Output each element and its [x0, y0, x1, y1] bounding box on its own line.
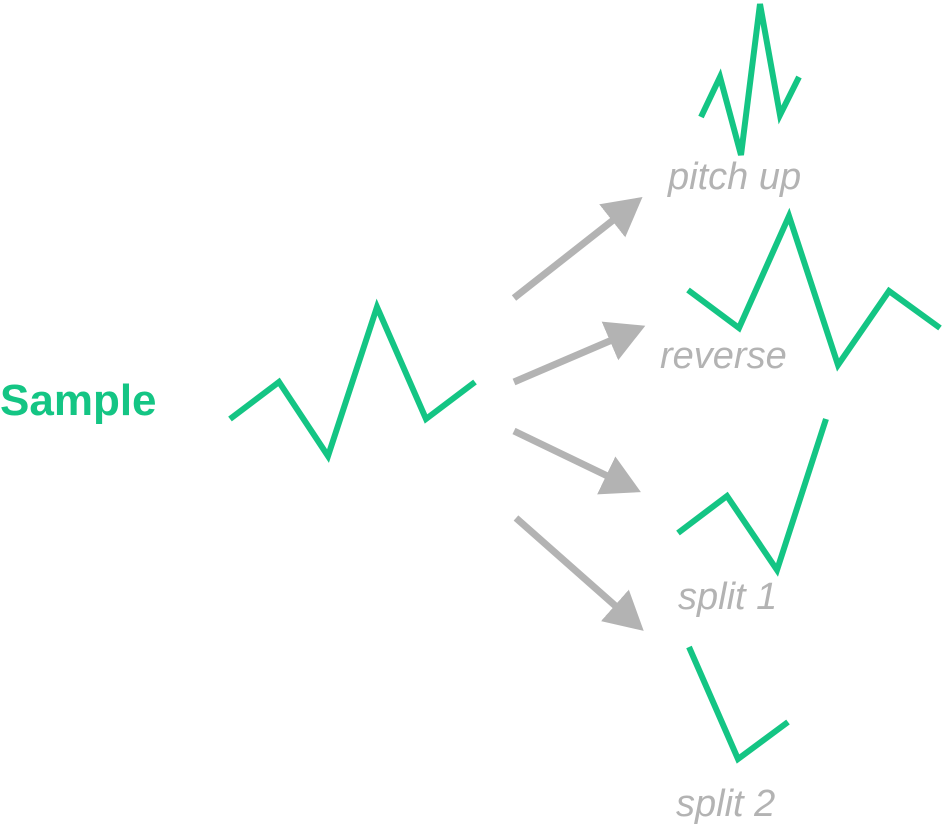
sample-waveform [228, 298, 477, 463]
split-1-waveform [676, 418, 829, 577]
split-1-label: split 1 [678, 576, 778, 618]
split-2-label: split 2 [676, 783, 776, 825]
arrow-to-split-2 [513, 515, 644, 631]
reverse-label: reverse [660, 335, 787, 377]
reverse-waveform [686, 207, 942, 372]
sample-label: Sample [0, 376, 157, 425]
arrow-to-pitch-up [511, 197, 643, 301]
split-2-waveform [686, 645, 790, 764]
pitch-up-label: pitch up [668, 156, 802, 198]
arrow-to-reverse [512, 321, 646, 386]
arrow-to-split-1 [512, 427, 641, 495]
pitch-up-waveform [698, 3, 802, 156]
